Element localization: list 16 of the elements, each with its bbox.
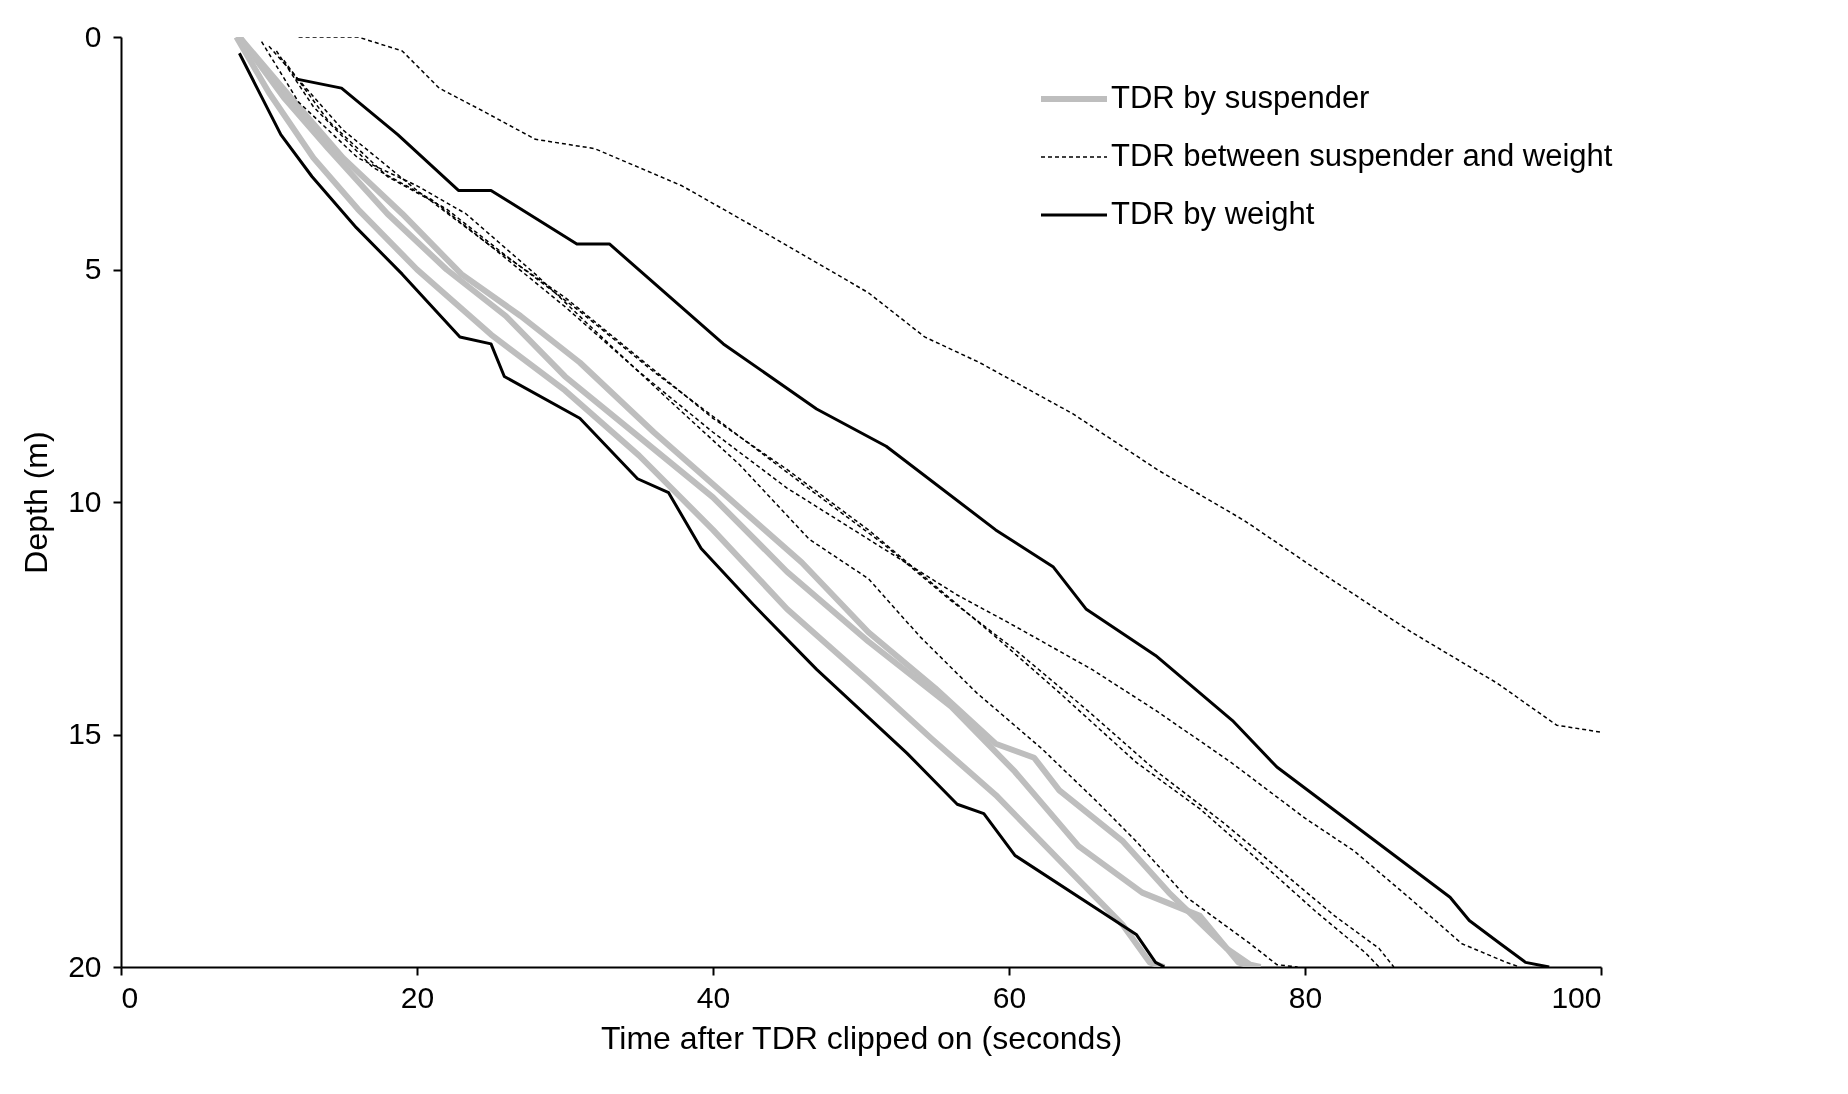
x-tick-label: 20 [400, 980, 435, 1014]
y-tick-label: 20 [68, 949, 102, 983]
x-tick-label: 0 [121, 980, 139, 1014]
x-tick-label: 100 [1551, 980, 1602, 1014]
y-tick-label: 15 [68, 717, 102, 750]
x-tick-label: 80 [1288, 980, 1323, 1014]
legend-label: TDR between suspender and weight [1111, 138, 1613, 173]
y-axis-title: Depth (m) [18, 431, 55, 574]
y-tick-label: 5 [84, 252, 102, 285]
x-tick-label: 40 [696, 980, 731, 1014]
y-tick-label: 10 [68, 484, 102, 518]
y-tick-label: 0 [84, 19, 102, 53]
legend-label: TDR by suspender [1111, 80, 1370, 115]
x-axis-title: Time after TDR clipped on (seconds) [600, 1019, 1123, 1056]
legend-label: TDR by weight [1111, 196, 1315, 231]
x-tick-label: 60 [992, 980, 1027, 1014]
